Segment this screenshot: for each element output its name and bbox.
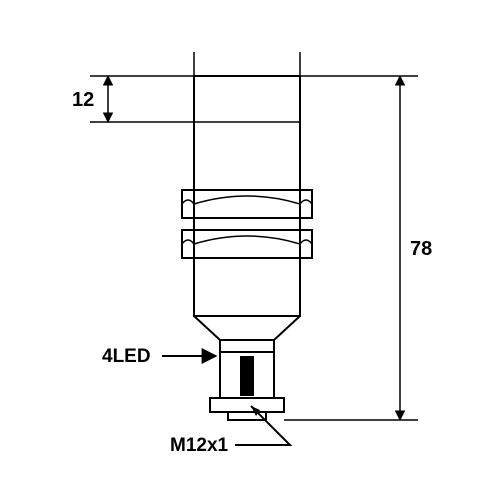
body-top-section [194,76,300,190]
dim-78-label: 78 [410,238,432,260]
thread-gap [194,218,300,230]
hex-nut-2 [182,230,312,258]
body-taper [194,316,300,340]
body-lower-section [194,258,300,316]
connector-ring [210,398,284,412]
sensor-diagram: 12 78 4LED M12x1 [0,0,500,500]
hex-nut-1 [182,190,312,218]
dim-12-label: 12 [72,89,94,111]
led-label: 4LED [102,346,151,367]
connector-label: M12x1 [170,435,229,456]
